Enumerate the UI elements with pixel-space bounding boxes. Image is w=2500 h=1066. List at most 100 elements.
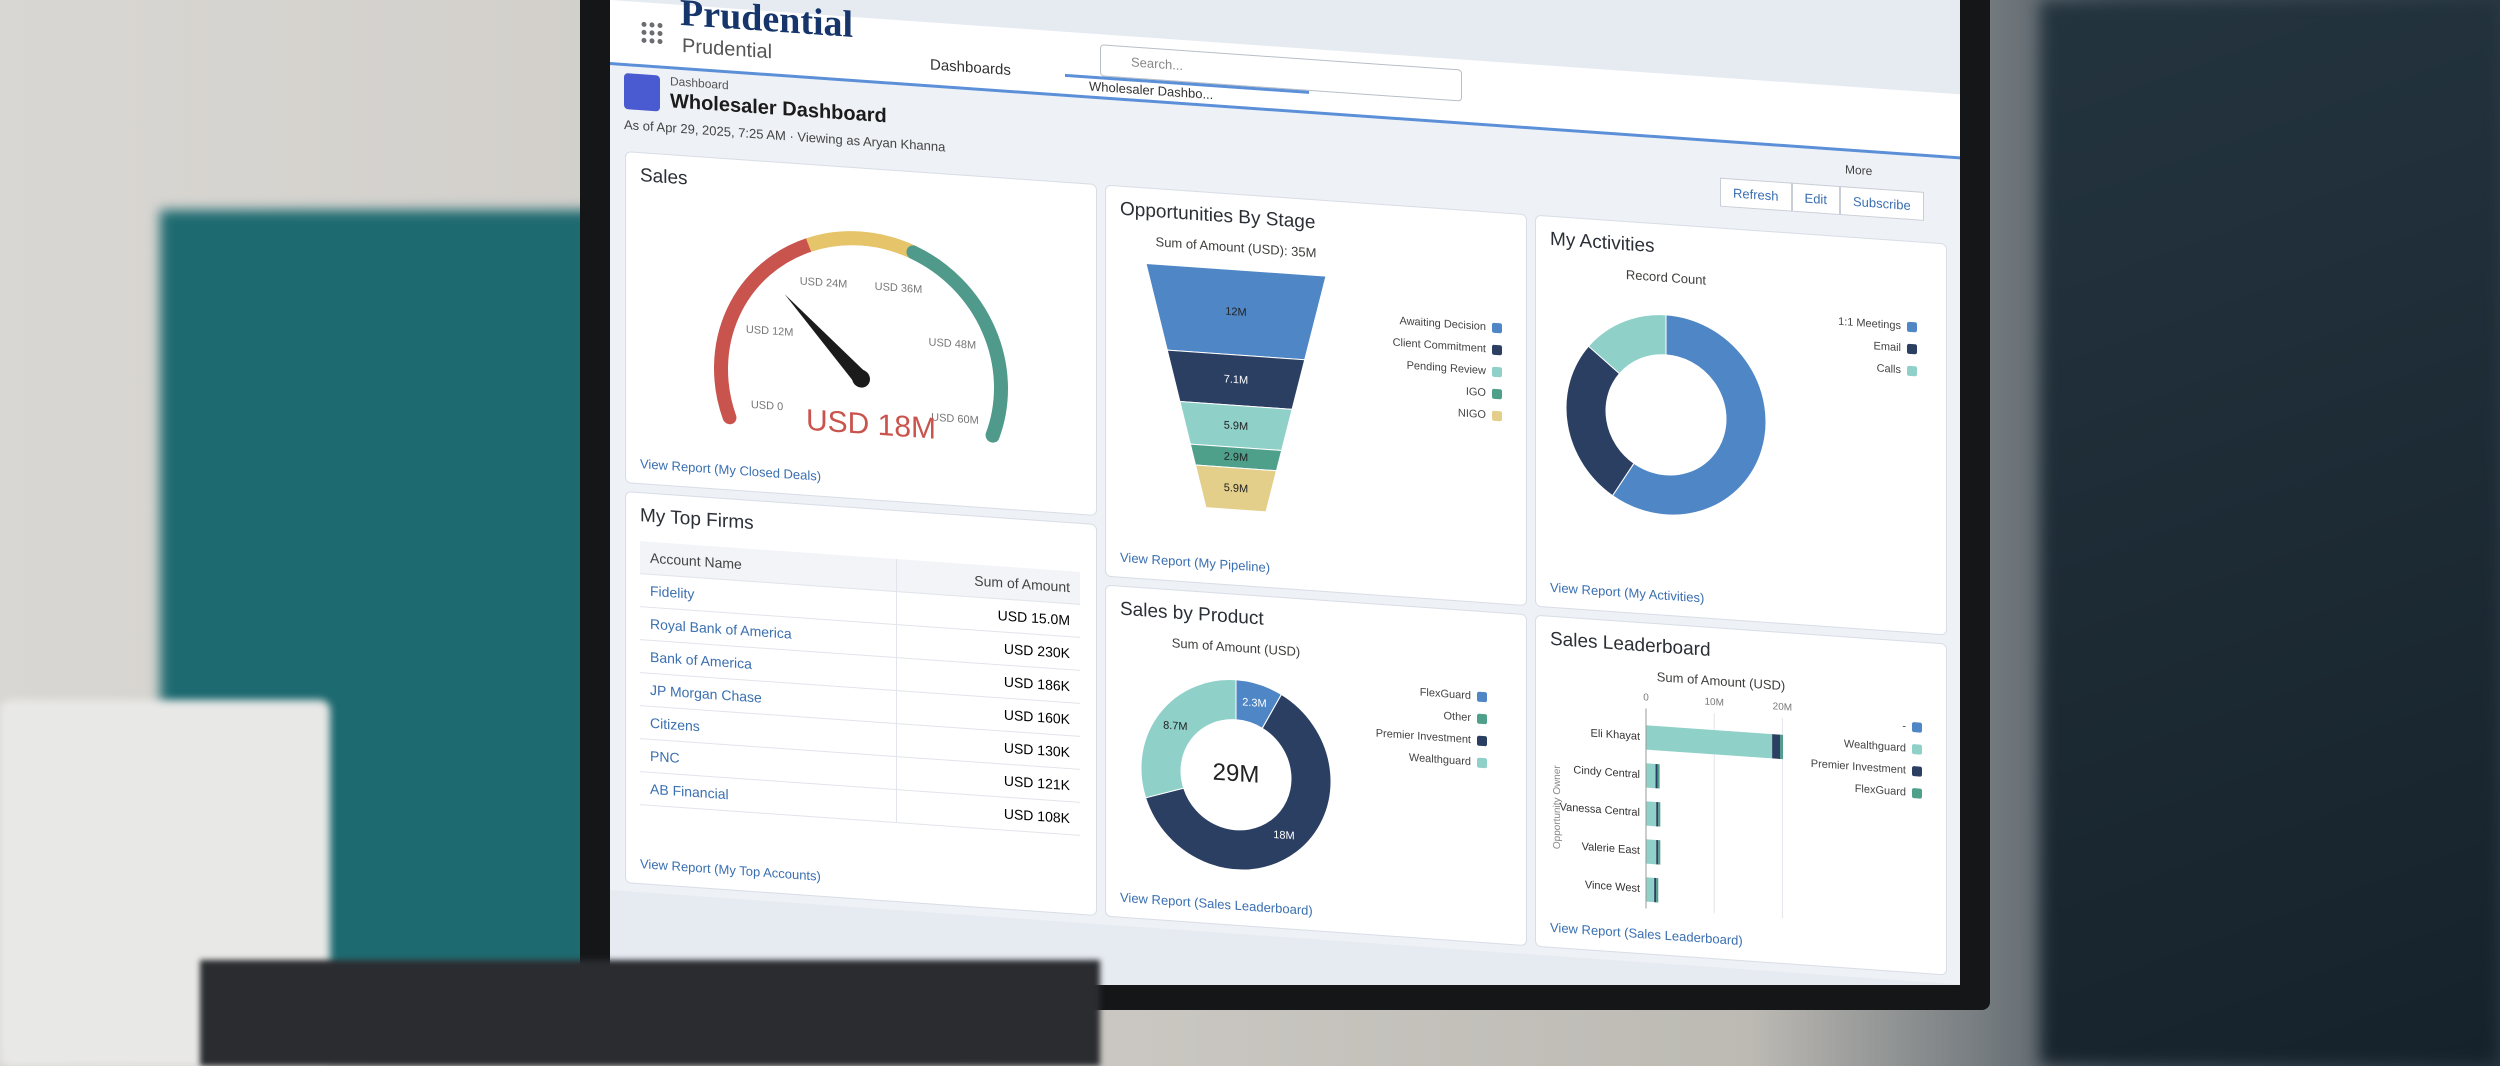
- gauge-tick-label: USD 48M: [929, 337, 977, 352]
- bar-segment: [1656, 839, 1659, 865]
- segment-label: 8.7M: [1163, 720, 1187, 734]
- bar-segment: [1646, 877, 1655, 903]
- dashboard-subtitle: As of Apr 29, 2025, 7:25 AM · Viewing as…: [624, 116, 946, 155]
- legend-label: Awaiting Decision: [1399, 315, 1486, 333]
- more-menu[interactable]: More: [1845, 162, 1873, 179]
- legend-swatch: [1492, 344, 1502, 356]
- gauge-band: [714, 238, 816, 425]
- donut-segment: [1587, 314, 1667, 375]
- chart-subtitle: Sum of Amount (USD): 35M: [1156, 234, 1317, 260]
- dashboard-icon: [624, 72, 660, 112]
- y-tick-label: Vanessa Central: [1560, 801, 1640, 819]
- bar-segment: [1646, 801, 1657, 827]
- segment-label: 18M: [1273, 829, 1294, 842]
- y-tick-label: Vince West: [1585, 879, 1640, 895]
- donut-chart: Record Count 1:1 Meetings Email Calls: [1565, 267, 1917, 516]
- widget-title: Sales: [640, 165, 688, 190]
- legend-label: Premier Investment: [1376, 727, 1471, 746]
- legend-label: Wealthguard: [1409, 752, 1471, 768]
- gauge: USD 0 USD 12M USD 24M USD 36M USD 48M USD 60M…: [714, 231, 1008, 446]
- gauge-tick-label: USD 0: [751, 399, 783, 413]
- report-link[interactable]: View Report (My Activities): [1550, 579, 1705, 606]
- x-tick-label: 10M: [1704, 697, 1723, 709]
- bar-segment: [1646, 839, 1657, 865]
- legend-swatch: [1912, 722, 1922, 733]
- bar-segment: [1654, 877, 1657, 903]
- legend-label: Premier Investment: [1811, 758, 1906, 777]
- gauge-band: [906, 245, 1008, 443]
- widget-title: My Activities: [1550, 228, 1655, 258]
- bar-segment: [1772, 734, 1781, 759]
- button[interactable]: Subscribe: [1839, 186, 1924, 221]
- legend-label: Wealthguard: [1844, 738, 1906, 754]
- bar-segment: [1655, 763, 1658, 789]
- legend-label: IGO: [1466, 386, 1487, 399]
- legend-swatch: [1907, 365, 1917, 377]
- legend-swatch: [1477, 713, 1487, 725]
- segment-label: 12M: [1225, 306, 1246, 319]
- app-launcher[interactable]: [640, 20, 664, 46]
- y-axis-label: Opportunity Owner: [1552, 764, 1563, 849]
- legend-label: Client Commitment: [1393, 337, 1486, 356]
- sales-widget: Sales USD 0 USD 12M USD 24M USD 36M USD 48M U…: [625, 151, 1097, 517]
- y-tick-label: Eli Khayat: [1591, 727, 1640, 742]
- button[interactable]: Refresh: [1720, 177, 1792, 212]
- firms-table: Account Name Sum of Amount Fidelity USD 15.…: [640, 541, 1080, 836]
- y-tick-label: Cindy Central: [1573, 764, 1640, 781]
- legend-label: 1:1 Meetings: [1838, 316, 1901, 332]
- gauge-value: USD 18M: [806, 404, 936, 446]
- bar-chart: Sum of Amount (USD) 0 10M 20M Opportunity Ow…: [1552, 669, 1922, 919]
- report-link[interactable]: View Report (My Pipeline): [1120, 549, 1271, 576]
- report-link[interactable]: View Report (Sales Leaderboard): [1550, 919, 1743, 949]
- legend-swatch: [1907, 321, 1917, 333]
- button-group: Refresh Edit Subscribe: [1720, 177, 1924, 221]
- widget-title: Opportunities By Stage: [1120, 198, 1316, 234]
- x-tick-label: 0: [1643, 692, 1649, 703]
- x-tick-label: 20M: [1773, 701, 1792, 713]
- legend-swatch: [1912, 744, 1922, 755]
- dashboard: Prudential Prudential Dashboards Search.…: [610, 0, 1960, 985]
- legend-swatch: [1912, 788, 1922, 799]
- donut-total: 29M: [1213, 759, 1260, 789]
- gauge-tick-label: USD 24M: [800, 275, 848, 290]
- screen: Prudential Prudential Dashboards Search.…: [610, 0, 1960, 985]
- legend-label: Pending Review: [1407, 360, 1486, 378]
- gauge-needle: [784, 294, 867, 384]
- report-link[interactable]: View Report (Sales Leaderboard): [1120, 889, 1313, 919]
- needle-hub: [852, 369, 870, 388]
- button[interactable]: Edit: [1791, 182, 1840, 216]
- segment-label: 2.3M: [1242, 696, 1266, 710]
- legend-swatch: [1492, 388, 1502, 400]
- top-bar: Prudential Prudential Dashboards Search.…: [610, 0, 1960, 160]
- legend-swatch: [1492, 322, 1502, 334]
- segment-label: 2.9M: [1224, 451, 1248, 465]
- bar-segment: [1657, 764, 1660, 789]
- legend-swatch: [1477, 691, 1487, 703]
- search-placeholder: Search...: [1131, 54, 1184, 74]
- chart-subtitle: Record Count: [1626, 267, 1706, 288]
- legend-label: FlexGuard: [1855, 783, 1906, 799]
- legend-label: -: [1902, 720, 1906, 732]
- legend-label: Email: [1874, 340, 1901, 354]
- chart-subtitle: Sum of Amount (USD): [1657, 669, 1785, 693]
- background-laptop-screen: [200, 960, 1100, 1066]
- report-link[interactable]: View Report (My Closed Deals): [640, 456, 822, 484]
- funnel-chart: Sum of Amount (USD): 35M 12M 7.1M 5.9M 2.9M 5…: [1145, 234, 1502, 513]
- top-firms-widget: My Top Firms Account Name Sum of Amount Fi…: [625, 491, 1097, 917]
- opportunities-widget: Opportunities By Stage Sum of Amount (US…: [1105, 184, 1527, 607]
- donut-segment: [1145, 693, 1332, 871]
- gauge-tick-label: USD 36M: [875, 281, 923, 296]
- legend-label: FlexGuard: [1420, 687, 1471, 703]
- activities-widget: My Activities Record Count 1:1 Meetings Em…: [1535, 214, 1947, 636]
- nav-item[interactable]: Dashboards: [930, 56, 1011, 80]
- legend-label: Other: [1444, 710, 1472, 724]
- leaderboard-widget: Sales Leaderboard Sum of Amount (USD) 0 10…: [1535, 614, 1947, 976]
- sales-by-product-widget: Sales by Product Sum of Amount (USD) 2.3M…: [1105, 584, 1527, 947]
- gauge-tick-label: USD 60M: [931, 412, 979, 427]
- funnel-segment: [1194, 464, 1278, 513]
- bar-segment: [1658, 802, 1661, 827]
- bar-segment: [1646, 725, 1773, 759]
- legend-swatch: [1492, 410, 1502, 422]
- report-link[interactable]: View Report (My Top Accounts): [640, 856, 821, 884]
